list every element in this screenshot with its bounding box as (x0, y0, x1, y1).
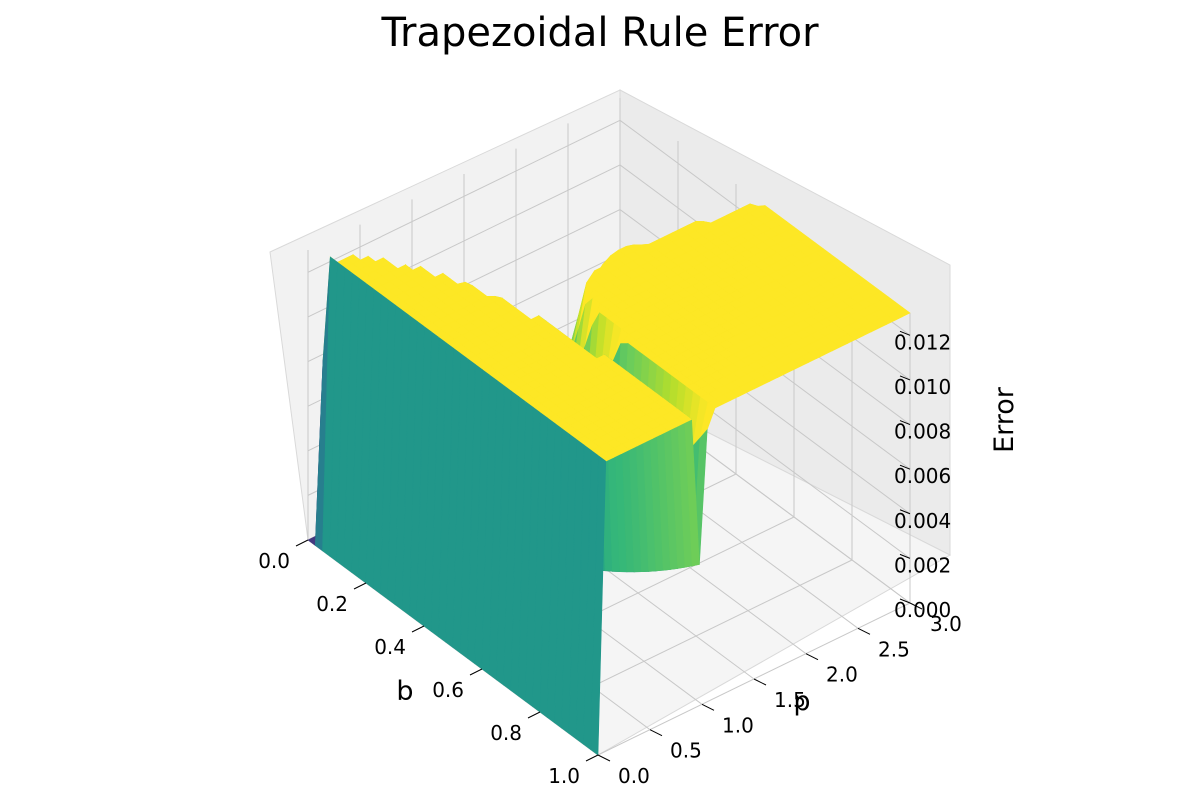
y-tick (805, 653, 819, 661)
chart-title: Trapezoidal Rule Error (380, 10, 819, 56)
x-tick (527, 711, 541, 719)
x-tick (469, 668, 483, 676)
z-tick-label: 0.010 (894, 375, 951, 399)
x-tick-label: 0.4 (374, 635, 406, 659)
z-tick (899, 598, 911, 604)
x-tick (411, 625, 425, 633)
z-tick-label: 0.000 (894, 598, 951, 622)
y-tick (857, 627, 871, 635)
y-tick (597, 754, 611, 762)
z-tick (899, 509, 911, 515)
z-tick (899, 330, 911, 336)
z-axis-label: Error (989, 386, 1020, 453)
z-tick (899, 420, 911, 426)
x-tick (295, 539, 309, 547)
x-tick (353, 582, 367, 590)
error-surface (307, 203, 911, 756)
z-tick-label: 0.004 (894, 509, 951, 533)
x-tick (585, 754, 599, 762)
y-tick (701, 703, 715, 711)
z-tick (899, 553, 911, 559)
x-tick-label: 0.2 (316, 592, 348, 616)
z-tick-label: 0.008 (894, 420, 951, 444)
y-tick-label: 1.5 (774, 688, 806, 712)
z-tick-label: 0.006 (894, 464, 951, 488)
surface-facet (590, 455, 607, 756)
x-tick-label: 0.6 (432, 678, 464, 702)
y-tick (909, 602, 923, 610)
z-tick (899, 375, 911, 381)
axes-decoration (295, 330, 923, 762)
x-tick-label: 1.0 (548, 764, 580, 788)
y-axis-label: p (793, 686, 810, 717)
x-tick-label: 0.0 (258, 549, 290, 573)
x-axis-label: b (396, 676, 413, 707)
tick-labels: 0.00.20.40.60.81.0 0.00.51.01.52.02.53.00… (258, 330, 962, 788)
y-tick-label: 2.0 (826, 663, 858, 687)
y-tick-label: 2.5 (878, 637, 910, 661)
y-tick-label: 0.0 (618, 764, 650, 788)
y-tick (649, 729, 663, 737)
x-tick-label: 0.8 (490, 721, 522, 745)
grid-line (307, 119, 621, 273)
z-tick-label: 0.012 (894, 330, 951, 354)
z-tick-label: 0.002 (894, 553, 951, 577)
y-tick-label: 1.0 (722, 713, 754, 737)
z-tick (899, 464, 911, 470)
y-tick (753, 678, 767, 686)
y-tick-label: 0.5 (670, 739, 702, 763)
y-tick-label: 3.0 (930, 612, 962, 636)
